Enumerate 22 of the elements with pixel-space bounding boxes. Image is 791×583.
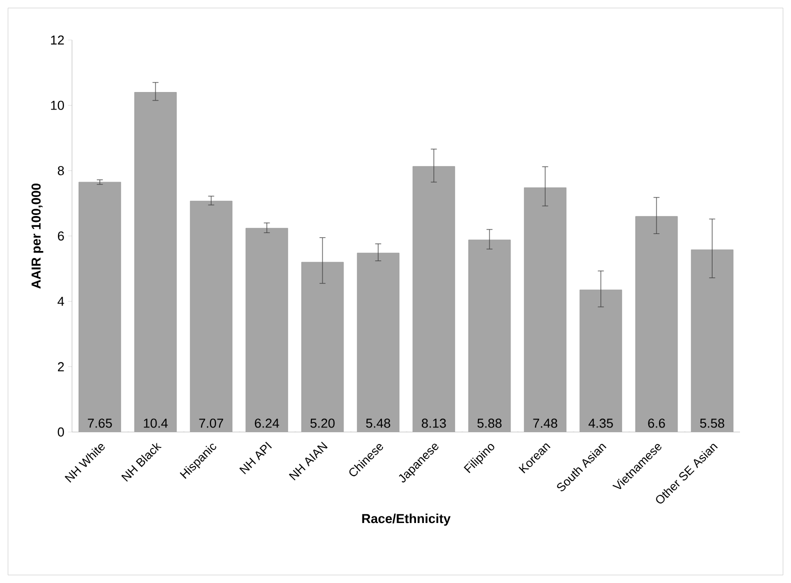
data-label: 6.24 <box>254 418 280 428</box>
data-label: 7.65 <box>88 418 112 428</box>
data-label: 5.20 <box>310 418 335 428</box>
y-tick-label: 2 <box>58 362 64 372</box>
y-axis-title: AAIR per 100,000 <box>32 184 44 289</box>
y-tick-label: 10 <box>51 100 64 110</box>
data-label: 10.4 <box>144 418 168 428</box>
y-tick-label: 8 <box>58 166 64 176</box>
data-label: 5.88 <box>477 418 502 428</box>
y-tick-label: 0 <box>58 427 64 437</box>
data-label: 7.48 <box>533 418 558 428</box>
y-tick-label: 4 <box>58 296 64 306</box>
x-tick-label: NH API <box>239 442 272 474</box>
x-axis-title: Race/Ethnicity <box>362 514 451 526</box>
data-label: 7.07 <box>199 418 224 428</box>
y-tick-label: 6 <box>58 231 64 241</box>
data-label: 6.6 <box>648 418 665 428</box>
y-tick-label: 12 <box>51 35 64 45</box>
data-label: 5.48 <box>366 418 390 428</box>
data-label: 8.13 <box>422 418 446 428</box>
data-label: 4.35 <box>588 418 613 428</box>
data-label: 5.58 <box>700 418 724 428</box>
